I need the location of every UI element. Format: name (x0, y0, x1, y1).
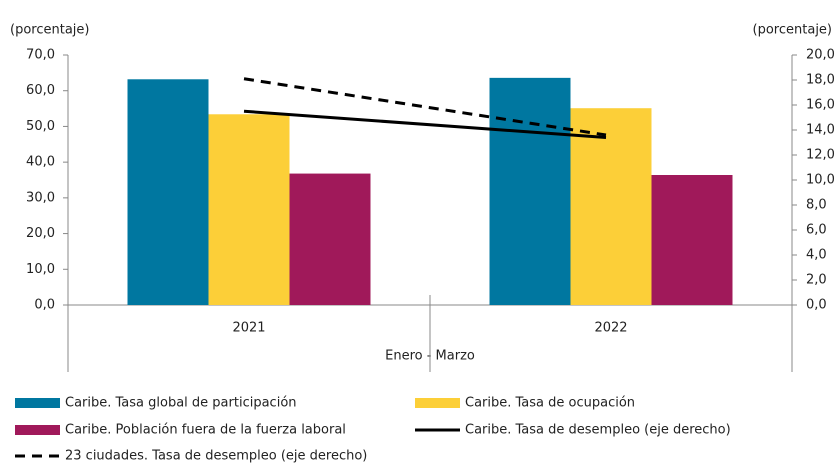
y-axis-label: (porcentaje) (10, 23, 89, 38)
y2-tick-label: 2,0 (806, 273, 827, 288)
legend-label: 23 ciudades. Tasa de desempleo (eje dere… (65, 449, 367, 464)
y2-tick-label: 6,0 (806, 223, 827, 238)
bar (208, 114, 290, 306)
y2-tick-label: 18,0 (806, 73, 835, 88)
x-tick-label: 2021 (232, 321, 265, 336)
legend-label: Caribe. Tasa de ocupación (465, 396, 635, 411)
y2-tick-label: 8,0 (806, 198, 827, 213)
legend-label: Caribe. Población fuera de la fuerza lab… (65, 423, 346, 438)
y-tick-label: 50,0 (26, 119, 55, 134)
bar (127, 79, 209, 306)
legend-swatch (415, 398, 460, 408)
legend-swatch (15, 398, 60, 408)
x-tick-label: 2022 (594, 321, 627, 336)
y2-tick-label: 16,0 (806, 98, 835, 113)
legend-label: Caribe. Tasa de desempleo (eje derecho) (465, 423, 731, 438)
y-tick-label: 60,0 (26, 83, 55, 98)
line (243, 109, 607, 139)
y-tick-label: 30,0 (26, 190, 55, 205)
y2-tick-label: 12,0 (806, 148, 835, 163)
legend-label: Caribe. Tasa global de participación (65, 396, 297, 411)
bar (570, 108, 652, 305)
bar (489, 77, 571, 305)
bar (651, 175, 733, 305)
y2-axis-label: (porcentaje) (753, 23, 832, 38)
y2-tick-label: 10,0 (806, 173, 835, 188)
y2-tick-label: 0,0 (806, 298, 827, 313)
y2-tick-label: 20,0 (806, 48, 835, 63)
bar (289, 173, 371, 305)
legend-swatch (15, 425, 60, 435)
y-tick-label: 70,0 (26, 48, 55, 63)
y2-tick-label: 4,0 (806, 248, 827, 263)
y-tick-label: 40,0 (26, 155, 55, 170)
y2-tick-label: 14,0 (806, 123, 835, 138)
y-tick-label: 0,0 (34, 298, 55, 313)
y-tick-label: 10,0 (26, 262, 55, 277)
y-tick-label: 20,0 (26, 226, 55, 241)
